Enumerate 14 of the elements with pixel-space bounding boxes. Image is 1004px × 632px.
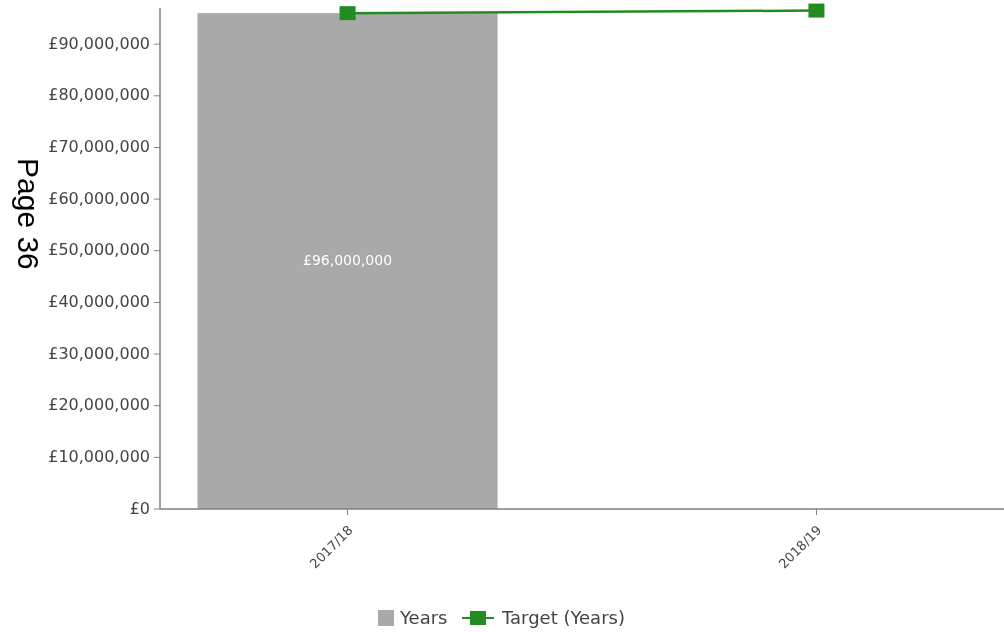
y-tick-label: £40,000,000 <box>48 291 150 311</box>
y-tick-label: £70,000,000 <box>48 136 150 156</box>
y-tick-label: £80,000,000 <box>48 85 150 105</box>
text: Page 36 <box>12 158 45 270</box>
y-tick-label: £60,000,000 <box>48 188 150 208</box>
legend-label: Years <box>399 607 448 628</box>
legend-label: Target (Years) <box>501 607 625 628</box>
y-tick-label: £10,000,000 <box>48 446 150 466</box>
y-tick-label: £30,000,000 <box>48 343 150 363</box>
y-tick-label: £0 <box>129 498 150 518</box>
y-tick-label: £90,000,000 <box>48 33 150 53</box>
data-label: £96,000,000 <box>303 252 393 269</box>
y-tick-label: £20,000,000 <box>48 395 150 415</box>
y-tick-label: £50,000,000 <box>48 240 150 260</box>
